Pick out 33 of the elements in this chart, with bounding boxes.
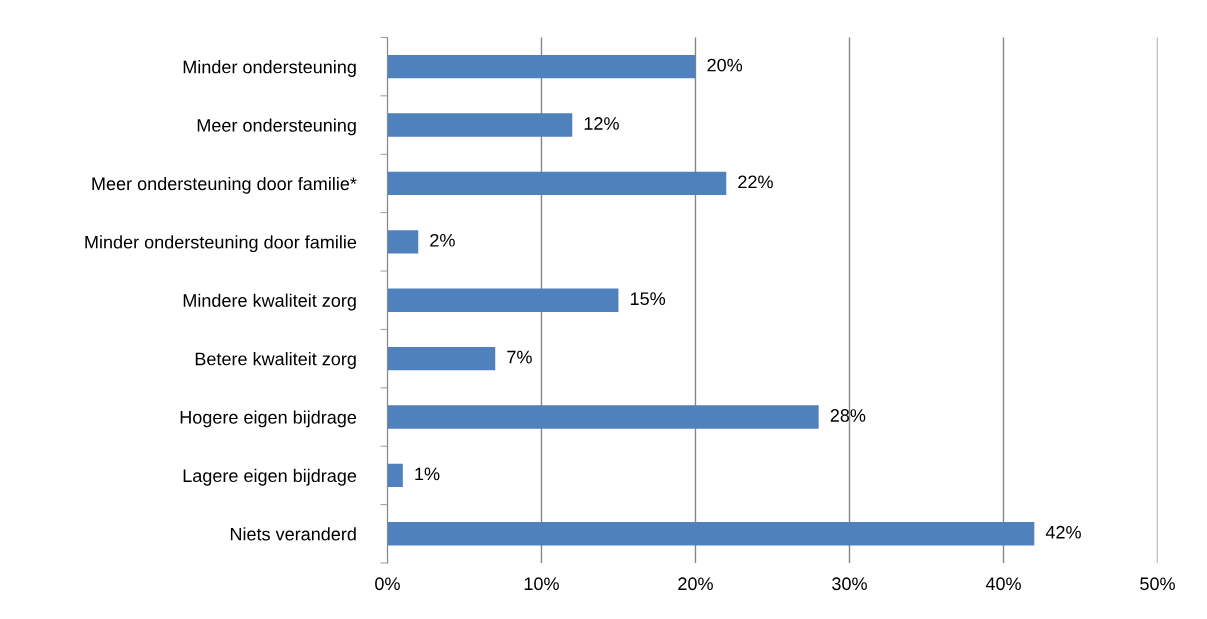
y-tick-label: Meer ondersteuning door familie* xyxy=(92,176,357,194)
x-tick-label: 0% xyxy=(375,577,400,591)
bar xyxy=(387,113,573,137)
bar xyxy=(387,463,403,488)
y-tick-label: Minder ondersteuning xyxy=(183,60,356,77)
data-label: 20% xyxy=(707,58,743,72)
data-label: 28% xyxy=(830,409,866,422)
bar xyxy=(387,54,696,79)
bar xyxy=(387,405,819,429)
y-tick-label: Minder ondersteuning door familie xyxy=(85,235,357,253)
data-label: 7% xyxy=(507,350,532,364)
bar xyxy=(387,230,419,254)
y-tick-label: Niets veranderd xyxy=(230,527,356,541)
bar xyxy=(387,288,619,312)
x-tick-label: 40% xyxy=(985,577,1021,591)
bar xyxy=(387,522,1035,546)
data-label: 2% xyxy=(430,233,455,247)
y-tick-label: Meer ondersteuning xyxy=(197,118,356,136)
y-tick-label: Betere kwaliteit zorg xyxy=(195,352,356,369)
x-tick-label: 50% xyxy=(1140,577,1175,591)
x-tick-label: 30% xyxy=(832,577,867,591)
x-tick-label: 20% xyxy=(678,577,713,591)
y-tick-label: Mindere kwaliteit zorg xyxy=(183,293,356,311)
bar xyxy=(387,346,496,371)
data-label: 1% xyxy=(415,467,440,481)
data-label: 12% xyxy=(584,117,619,130)
y-tick-label: Lagere eigen bijdrage xyxy=(183,468,357,486)
data-label: 42% xyxy=(1045,525,1081,539)
data-label: 22% xyxy=(738,175,773,189)
y-tick-label: Hogere eigen bijdrage xyxy=(180,410,357,428)
x-tick-label: 10% xyxy=(524,577,559,591)
bar xyxy=(387,171,727,196)
data-label: 15% xyxy=(630,292,666,306)
